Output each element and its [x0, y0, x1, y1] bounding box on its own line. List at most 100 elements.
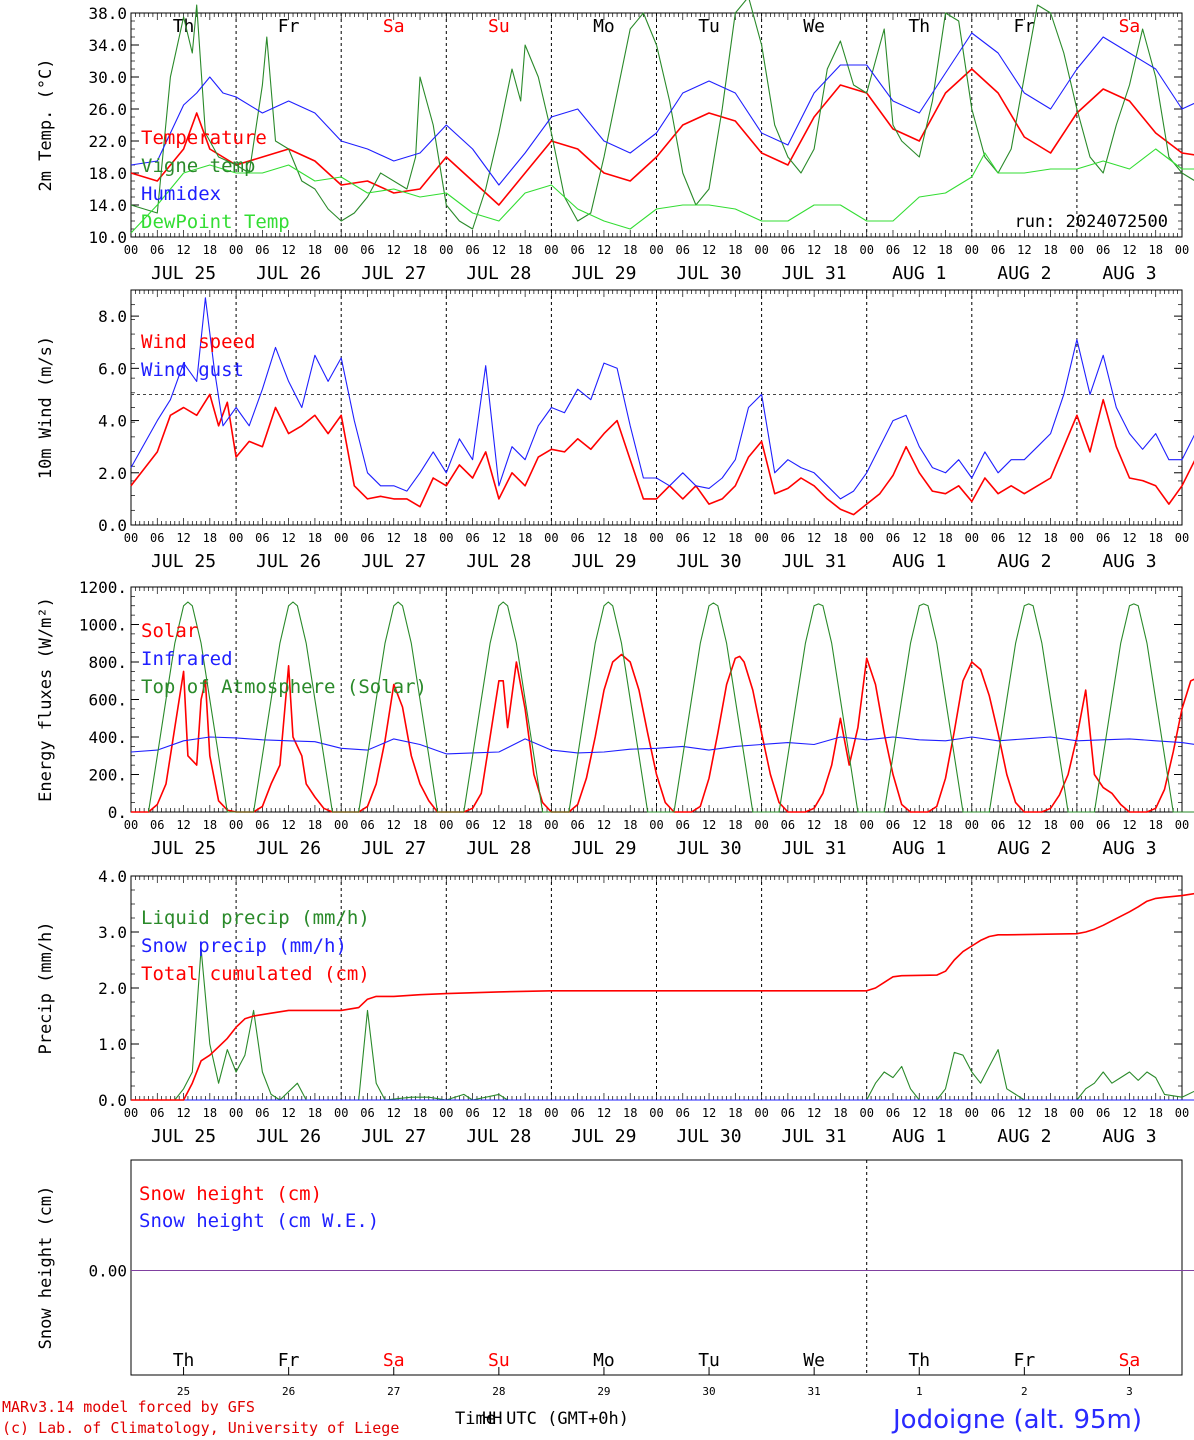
day-number-label: 1: [916, 1385, 923, 1398]
hour-tick-label: 00: [965, 818, 979, 832]
day-number-label: 31: [808, 1385, 821, 1398]
date-label: JUL 26: [256, 1126, 321, 1147]
hour-tick-label: 12: [281, 1106, 295, 1120]
hour-tick-label: 06: [360, 1106, 374, 1120]
hour-tick-label: 18: [413, 243, 427, 257]
series-line-wind-speed: [130, 393, 1194, 516]
series-line-total-cumulated-cm-: [131, 892, 1194, 1101]
hour-tick-label: 00: [965, 1106, 979, 1120]
day-number-label: 3: [1126, 1385, 1133, 1398]
y-tick-label: 26.0: [88, 100, 127, 119]
plot-frame: [130, 1159, 1183, 1376]
date-label: JUL 29: [571, 263, 636, 284]
panel-3: 00 06 12 18 JUL 25 00 06 12 18 JUL 26 00 06 12 18 JUL …: [36, 578, 1194, 859]
run-annotation: run: 2024072500: [1014, 212, 1168, 232]
hour-tick-label: 06: [255, 1106, 269, 1120]
y-axis-label: 2m Temp. (°C): [36, 58, 56, 191]
hour-tick-label: 00: [229, 1106, 243, 1120]
hour-tick-label: 06: [991, 531, 1005, 545]
hour-tick-label: 18: [728, 243, 742, 257]
y-tick-label: 14.0: [88, 196, 127, 215]
legend-entry: Snow height (cm): [139, 1183, 322, 1205]
hour-tick-label: 12: [1017, 531, 1031, 545]
hour-tick-label: 12: [597, 1106, 611, 1120]
overlap-label: HH: [482, 1409, 502, 1429]
hour-tick-label: 18: [938, 818, 952, 832]
y-tick-label: 4.0: [98, 867, 127, 886]
series-line-humidex: [130, 32, 1194, 186]
hour-tick-label: 00: [439, 243, 453, 257]
weekday-label: We: [803, 16, 825, 37]
date-label: JUL 28: [466, 551, 531, 572]
legend-entry: Humidex: [141, 183, 221, 205]
y-tick-label: 2.0: [98, 979, 127, 998]
hour-tick-label: 06: [255, 818, 269, 832]
hour-tick-label: 18: [623, 531, 637, 545]
hour-tick-label: 00: [544, 1106, 558, 1120]
hour-tick-label: 00: [1070, 818, 1084, 832]
hour-tick-label: 06: [465, 1106, 479, 1120]
date-label: AUG 1: [892, 551, 946, 572]
weekday-label: Sa: [1119, 16, 1141, 37]
weekday-label: Sa: [383, 1350, 405, 1371]
hour-tick-label: 18: [1043, 818, 1057, 832]
hour-tick-label: 12: [807, 243, 821, 257]
series-line-dewpoint-temp: [130, 148, 1194, 234]
hour-tick-label: 12: [597, 243, 611, 257]
hour-tick-label: 00: [229, 531, 243, 545]
date-label: JUL 30: [677, 263, 742, 284]
hour-tick-label: 06: [1096, 531, 1110, 545]
date-label: JUL 25: [151, 1126, 216, 1147]
day-number-label: 27: [387, 1385, 400, 1398]
hour-tick-label: 06: [570, 531, 584, 545]
date-label: AUG 1: [892, 1126, 946, 1147]
legend-entry: Liquid precip (mm/h): [141, 907, 370, 929]
y-axis-label: 10m Wind (m/s): [36, 336, 56, 479]
series-line-solar: [131, 653, 1194, 813]
y-tick-label: 2.0: [98, 464, 127, 483]
weekday-label: We: [803, 1350, 825, 1371]
hour-tick-label: 00: [1070, 1106, 1084, 1120]
hour-tick-label: 18: [413, 818, 427, 832]
hour-tick-label: 06: [886, 818, 900, 832]
hour-tick-label: 12: [387, 818, 401, 832]
hour-tick-label: 18: [1043, 243, 1057, 257]
date-label: AUG 1: [892, 263, 946, 284]
hour-tick-label: 12: [387, 1106, 401, 1120]
y-tick-label: 0.0: [98, 516, 127, 535]
date-label: JUL 28: [466, 263, 531, 284]
hour-tick-label: 12: [702, 1106, 716, 1120]
weekday-label: Fr: [1014, 16, 1036, 37]
date-label: JUL 25: [151, 838, 216, 859]
legend-entry: Wind speed: [141, 331, 255, 353]
model-credit: MARv3.14 model forced by GFS: [2, 1398, 255, 1416]
weekday-label: Fr: [1014, 1350, 1036, 1371]
lab-credit: (c) Lab. of Climatology, University of L…: [2, 1419, 399, 1437]
hour-tick-label: 12: [597, 818, 611, 832]
hour-tick-label: 00: [544, 531, 558, 545]
hour-tick-label: 00: [1175, 1106, 1189, 1120]
weekday-label: Sa: [1119, 1350, 1141, 1371]
hour-tick-label: 06: [781, 531, 795, 545]
hour-tick-label: 12: [492, 818, 506, 832]
hour-tick-label: 18: [833, 818, 847, 832]
hour-tick-label: 12: [807, 531, 821, 545]
date-label: JUL 28: [466, 1126, 531, 1147]
legend-entry: Snow height (cm W.E.): [139, 1210, 379, 1232]
hour-tick-label: 06: [1096, 1106, 1110, 1120]
hour-tick-label: 18: [308, 818, 322, 832]
day-number-label: 30: [702, 1385, 715, 1398]
hour-tick-label: 00: [754, 818, 768, 832]
hour-tick-label: 00: [439, 531, 453, 545]
hour-tick-label: 18: [833, 243, 847, 257]
y-tick-label: 3.0: [98, 923, 127, 942]
date-label: JUL 30: [677, 838, 742, 859]
hour-tick-label: 06: [255, 243, 269, 257]
hour-tick-label: 12: [807, 818, 821, 832]
y-tick-label: 34.0: [88, 36, 127, 55]
hour-tick-label: 18: [203, 243, 217, 257]
hour-tick-label: 18: [833, 1106, 847, 1120]
hour-tick-label: 00: [1175, 531, 1189, 545]
legend-entry: Temperature: [141, 127, 267, 149]
hour-tick-label: 00: [334, 243, 348, 257]
